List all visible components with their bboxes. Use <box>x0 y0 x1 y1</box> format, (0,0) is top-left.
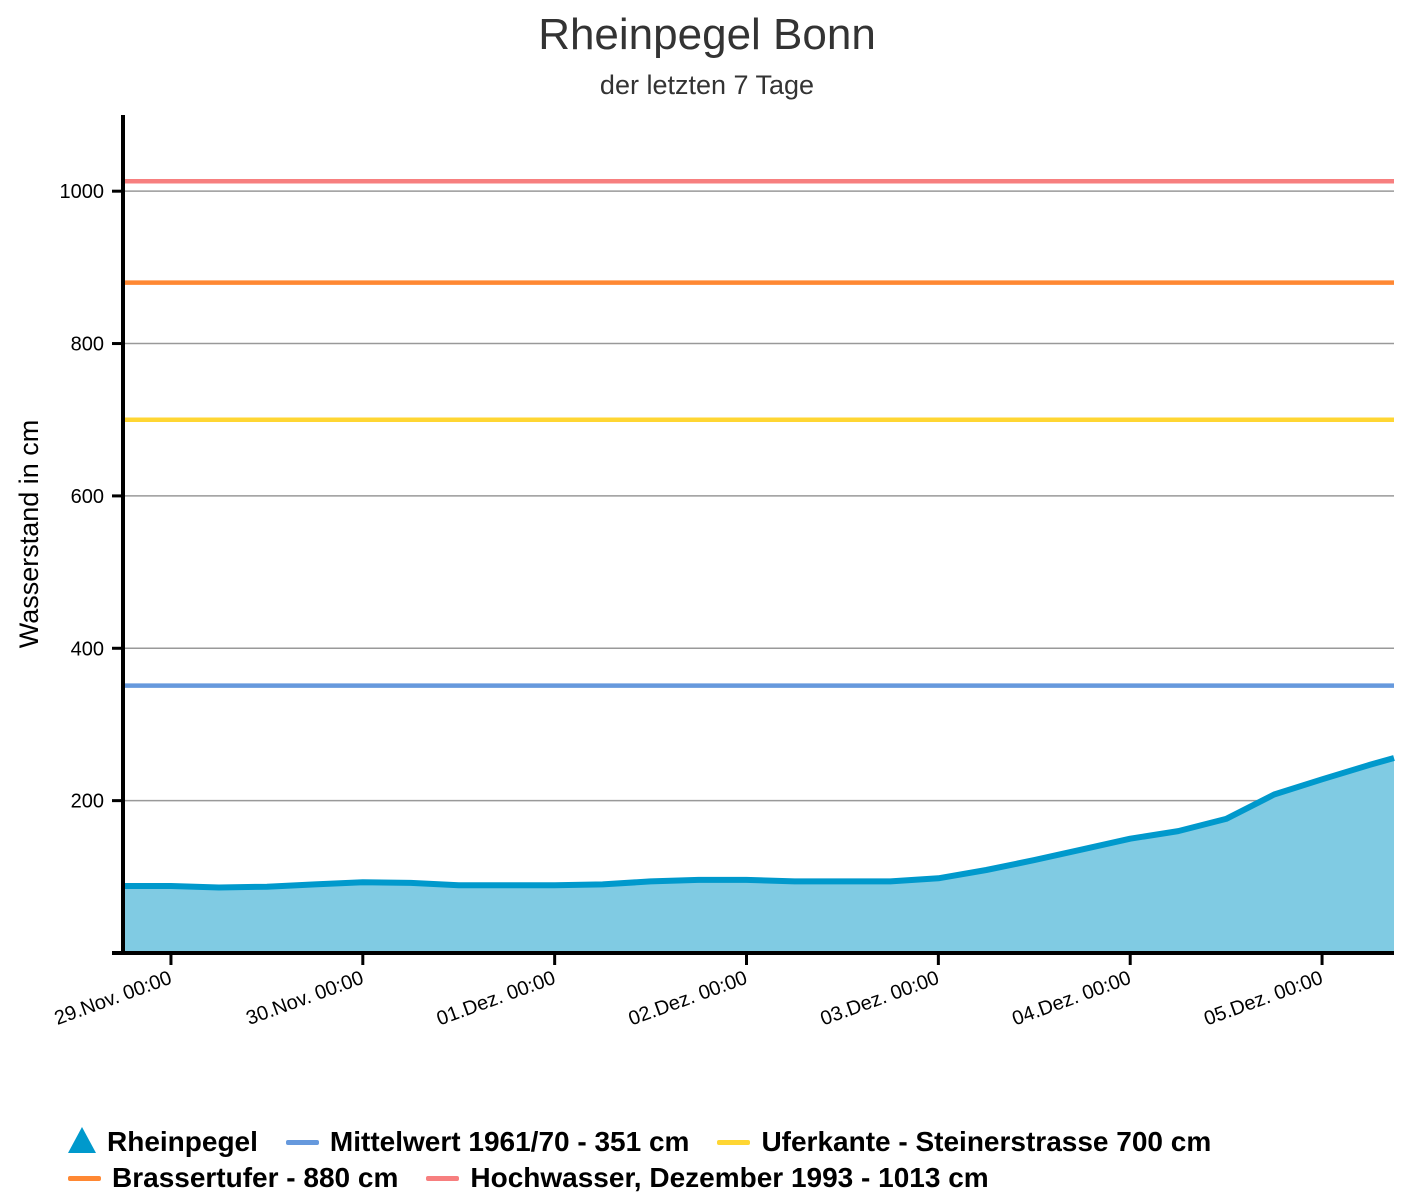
line-marker-icon <box>426 1175 460 1181</box>
x-tick-label: 30.Nov. 00:00 <box>243 967 366 1030</box>
x-ticks: 29.Nov. 00:00 30.Nov. 00:00 01.Dez. 00:00 0… <box>52 953 1326 1030</box>
water-level-series <box>123 755 1395 953</box>
legend-label: Hochwasser, Dezember 1993 - 1013 cm <box>470 1162 989 1193</box>
legend-row-2: Brassertufer - 880 cm Hochwasser, Dezemb… <box>68 1160 1398 1196</box>
y-tick-label: 200 <box>71 791 104 813</box>
legend-label: Uferkante - Steinerstrasse 700 cm <box>761 1126 1212 1157</box>
legend-label: Mittelwert 1961/70 - 351 cm <box>329 1126 690 1157</box>
water-level-line <box>123 755 1395 891</box>
y-tick-label: 600 <box>71 486 104 508</box>
reference-lines <box>123 179 1394 688</box>
y-tick-label: 400 <box>71 638 104 660</box>
chart-plot: 200 400 600 800 1000 29.Nov. 00:00 30.Nov. 00… <box>14 115 1395 1030</box>
chart-subtitle: der letzten 7 Tage <box>599 70 815 100</box>
triangle-marker-icon <box>68 1127 96 1153</box>
line-marker-icon <box>717 1139 751 1145</box>
water-level-area <box>123 758 1394 953</box>
y-tick-label: 800 <box>71 334 104 356</box>
y-tick-label: 1000 <box>60 181 105 203</box>
legend-item-brassertufer[interactable]: Brassertufer - 880 cm <box>68 1160 398 1196</box>
y-ticks: 200 400 600 800 1000 <box>60 181 123 813</box>
legend-label: Rheinpegel <box>107 1126 258 1157</box>
legend-item-hochwasser[interactable]: Hochwasser, Dezember 1993 - 1013 cm <box>426 1160 989 1196</box>
line-marker-icon <box>68 1175 101 1181</box>
x-tick-label: 03.Dez. 00:00 <box>818 967 943 1030</box>
grid-lines <box>123 190 1394 802</box>
x-tick-label: 04.Dez. 00:00 <box>1009 967 1134 1030</box>
chart-title: Rheinpegel Bonn <box>538 10 876 59</box>
legend-row-1: Rheinpegel Mittelwert 1961/70 - 351 cm U… <box>68 1124 1398 1160</box>
x-tick-label: 29.Nov. 00:00 <box>52 967 175 1030</box>
line-marker-icon <box>285 1139 319 1145</box>
axes <box>112 115 1394 955</box>
legend-item-rheinpegel[interactable]: Rheinpegel <box>68 1124 258 1160</box>
y-axis-title: Wasserstand in cm <box>14 420 44 649</box>
legend: Rheinpegel Mittelwert 1961/70 - 351 cm U… <box>68 1124 1398 1196</box>
x-tick-label: 05.Dez. 00:00 <box>1201 967 1326 1030</box>
x-tick-label: 02.Dez. 00:00 <box>626 967 751 1030</box>
legend-label: Brassertufer - 880 cm <box>112 1162 399 1193</box>
legend-item-uferkante[interactable]: Uferkante - Steinerstrasse 700 cm <box>717 1124 1211 1160</box>
legend-item-mittelwert[interactable]: Mittelwert 1961/70 - 351 cm <box>285 1124 690 1160</box>
x-tick-label: 01.Dez. 00:00 <box>434 967 559 1030</box>
